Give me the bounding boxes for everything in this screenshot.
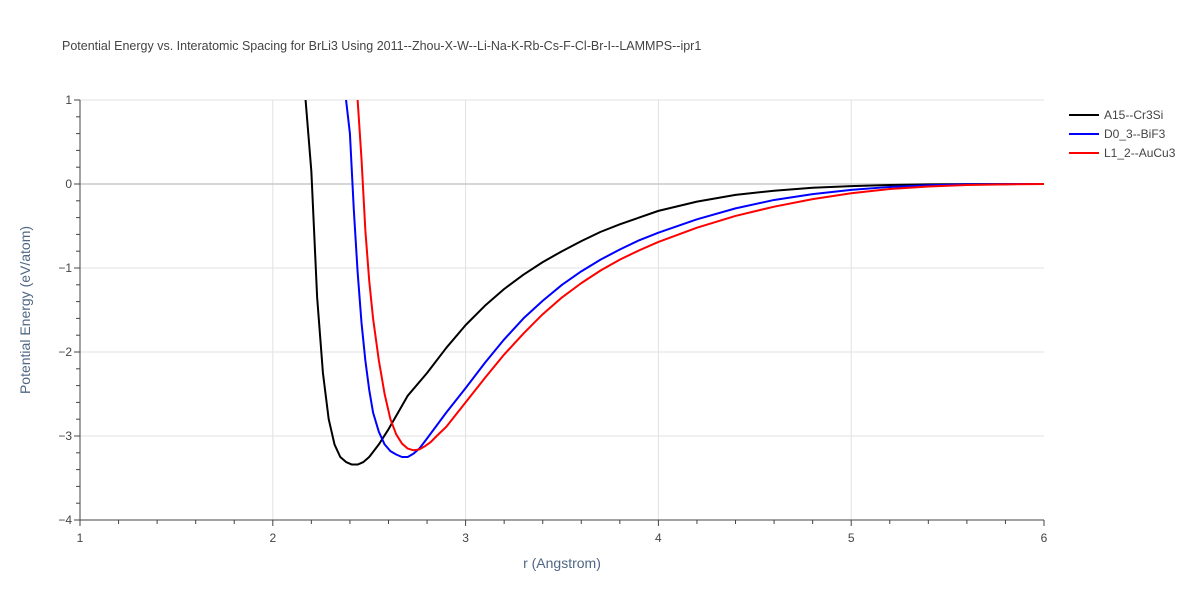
y-tick-label: −4 <box>58 513 72 527</box>
chart-title: Potential Energy vs. Interatomic Spacing… <box>62 39 701 53</box>
x-tick-label: 4 <box>655 531 662 545</box>
y-tick-label: 0 <box>65 177 72 191</box>
x-axis-title: r (Angstrom) <box>523 555 601 571</box>
legend-label: D0_3--BiF3 <box>1104 127 1166 141</box>
y-axis-title: Potential Energy (eV/atom) <box>17 226 33 394</box>
y-tick-label: −2 <box>58 345 72 359</box>
axis-layer <box>74 99 1045 526</box>
x-tick-label: 2 <box>269 531 276 545</box>
series-line-0[interactable] <box>304 100 1044 466</box>
x-tick-label: 6 <box>1041 531 1048 545</box>
x-tick-label: 5 <box>848 531 855 545</box>
legend-label: A15--Cr3Si <box>1104 108 1163 122</box>
y-tick-label: −1 <box>58 261 72 275</box>
y-tick-label: 1 <box>65 93 72 107</box>
tick-labels: 1 2 3 4 5 6 1 0 −1 −2 −3 −4 <box>58 93 1047 545</box>
legend[interactable]: A15--Cr3Si D0_3--BiF3 L1_2--AuCu3 <box>1069 108 1176 160</box>
x-tick-label: 1 <box>77 531 84 545</box>
y-tick-label: −3 <box>58 429 72 443</box>
legend-item-0[interactable]: A15--Cr3Si <box>1069 108 1163 122</box>
grid-layer <box>80 99 1044 520</box>
legend-item-1[interactable]: D0_3--BiF3 <box>1069 127 1166 141</box>
x-tick-label: 3 <box>462 531 469 545</box>
series-layer <box>304 100 1044 466</box>
legend-label: L1_2--AuCu3 <box>1104 146 1176 160</box>
series-line-2[interactable] <box>356 100 1044 452</box>
legend-item-2[interactable]: L1_2--AuCu3 <box>1069 146 1176 160</box>
series-line-1[interactable] <box>345 100 1044 458</box>
